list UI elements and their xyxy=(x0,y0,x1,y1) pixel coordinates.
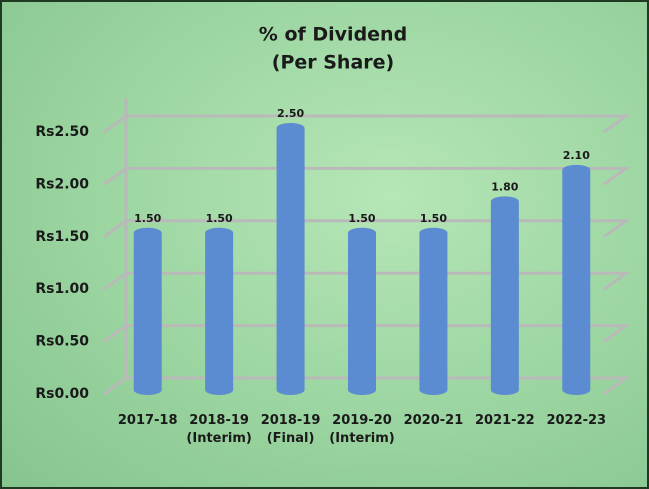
y-tick-label: Rs1.00 xyxy=(35,281,89,297)
value-label: 2.50 xyxy=(277,107,304,120)
value-label: 1.50 xyxy=(348,212,375,225)
x-tick-label: 2017-18 xyxy=(117,413,178,428)
bar xyxy=(133,227,162,395)
y-tick-label: Rs0.50 xyxy=(35,334,89,350)
x-tick-label: 2021-22 xyxy=(475,413,535,428)
bar xyxy=(205,227,234,395)
value-label: 1.50 xyxy=(206,212,233,225)
y-tick-label: Rs1.50 xyxy=(35,229,89,245)
y-tick-label: Rs2.50 xyxy=(35,124,89,140)
bar xyxy=(490,196,519,395)
value-label: 1.80 xyxy=(491,180,518,193)
value-label: 2.10 xyxy=(563,149,590,162)
y-tick-label: Rs2.00 xyxy=(35,176,89,192)
chart-subtitle: (Per Share) xyxy=(272,52,394,74)
x-tick-label: 2018-19 (Interim) xyxy=(186,413,252,446)
value-label: 1.50 xyxy=(420,212,447,225)
grid-line xyxy=(103,166,631,186)
grid-line xyxy=(103,219,631,239)
bar xyxy=(276,123,305,395)
chart-title: % of Dividend xyxy=(259,24,407,46)
y-tick-label: Rs0.00 xyxy=(35,386,89,402)
x-tick-label: 2019-20 (Interim) xyxy=(329,413,395,446)
x-tick-label: 2022-23 xyxy=(546,413,607,428)
bar xyxy=(419,227,448,395)
x-tick-label: 2020-21 xyxy=(403,413,464,428)
grid-line xyxy=(103,114,631,134)
bar xyxy=(348,227,376,395)
x-tick-label: 2018-19 (Final) xyxy=(260,413,321,446)
value-label: 1.50 xyxy=(134,212,161,225)
bar xyxy=(562,164,591,395)
